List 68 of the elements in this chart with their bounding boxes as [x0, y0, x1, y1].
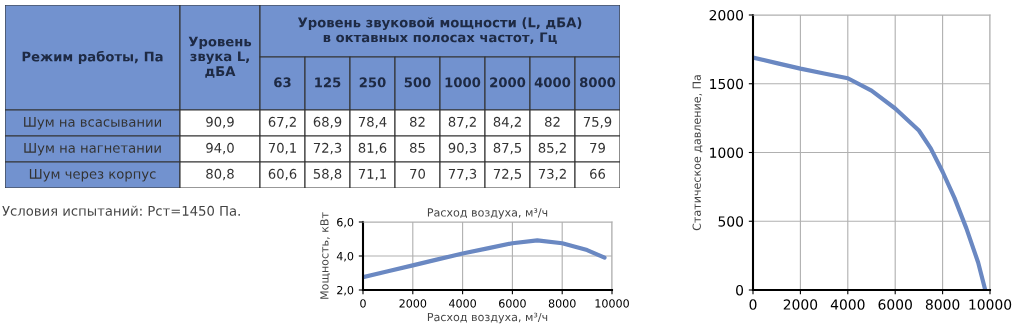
text: 85,2	[538, 142, 566, 155]
x-tick-label: 0	[360, 299, 366, 308]
text: 87,5	[493, 142, 522, 155]
text: 82	[410, 116, 425, 127]
text: 68,9	[313, 116, 342, 129]
category-label: 1000	[445, 77, 481, 88]
text: 66	[590, 168, 606, 179]
text: 82	[545, 116, 560, 127]
text: 90,3	[448, 142, 477, 155]
text: 78,4	[358, 116, 387, 129]
y-axis-title: Мощность, кВт	[320, 212, 330, 299]
text: 72,5	[493, 168, 522, 181]
y-tick-label: 500	[718, 216, 744, 227]
x-tick-label: 2000	[783, 299, 818, 310]
category-label: 500	[404, 77, 431, 88]
x-axis-title: Расход воздуха, м³/ч	[427, 312, 548, 324]
x-tick-label: 8000	[925, 299, 960, 310]
text: 73,2	[538, 168, 566, 181]
text: 72,3	[313, 142, 342, 155]
y-tick-label: 2,0	[337, 285, 354, 296]
x-tick-label: 6000	[878, 299, 912, 310]
text: 70	[410, 168, 426, 179]
x-tick-label: 8000	[548, 299, 576, 308]
category-label: 250	[359, 77, 386, 88]
x-tick-label: 2000	[399, 299, 427, 308]
text: 67,2	[268, 116, 296, 129]
text: 79	[590, 142, 605, 153]
category-label: 8000	[579, 77, 616, 88]
text: 58,8	[313, 168, 342, 181]
text: Уровень звуковой мощности (L, дБА) в октавных полосах частот, Гц	[297, 17, 582, 44]
x-tick-label: 10000	[969, 299, 1012, 310]
y-tick-label: 0	[736, 284, 744, 296]
chart-title: Расход воздуха, м³/ч	[427, 208, 548, 219]
x-tick-label: 10000	[595, 299, 629, 308]
category-label: 63	[274, 77, 291, 88]
text: 85	[410, 142, 425, 153]
category-label: 125	[315, 77, 341, 88]
y-tick-label: 4,0	[336, 251, 354, 262]
x-tick-label: 4000	[449, 299, 476, 308]
category-label: Шум через корпус	[29, 169, 156, 182]
line-series	[363, 238, 607, 280]
text: Условия испытаний: Рст=1450 Па.	[2, 205, 240, 216]
text: 80,8	[206, 168, 234, 181]
category-label: Шум на всасывании	[24, 117, 161, 130]
category-label: 4000	[534, 77, 571, 88]
text: 60,6	[268, 168, 297, 181]
text: 70,1	[268, 142, 296, 155]
y-axis-title: Статическое давление, Па	[692, 75, 703, 231]
y-tick-label: 6,0	[337, 217, 354, 228]
text: 94,0	[206, 142, 234, 155]
text: 87,2	[448, 116, 476, 129]
category-label: 2000	[490, 77, 526, 88]
text: 75,9	[583, 116, 612, 129]
x-tick-label: 4000	[830, 299, 865, 310]
text: 84,2	[493, 116, 521, 129]
y-tick-label: 1500	[710, 78, 744, 90]
x-tick-label: 0	[749, 299, 757, 310]
text: 90,9	[206, 116, 234, 129]
text: 77,3	[448, 168, 477, 181]
category-label: Уровень звука L, дБА	[188, 36, 252, 78]
text: 71,1	[358, 169, 386, 181]
category-label: Режим работы, Па	[22, 50, 163, 65]
y-tick-label: 2000	[709, 9, 744, 21]
text: 81,6	[358, 142, 387, 155]
x-tick-label: 6000	[499, 299, 526, 308]
category-label: Шум на нагнетании	[24, 143, 161, 156]
y-tick-label: 1000	[710, 147, 744, 158]
line-series	[753, 55, 988, 290]
